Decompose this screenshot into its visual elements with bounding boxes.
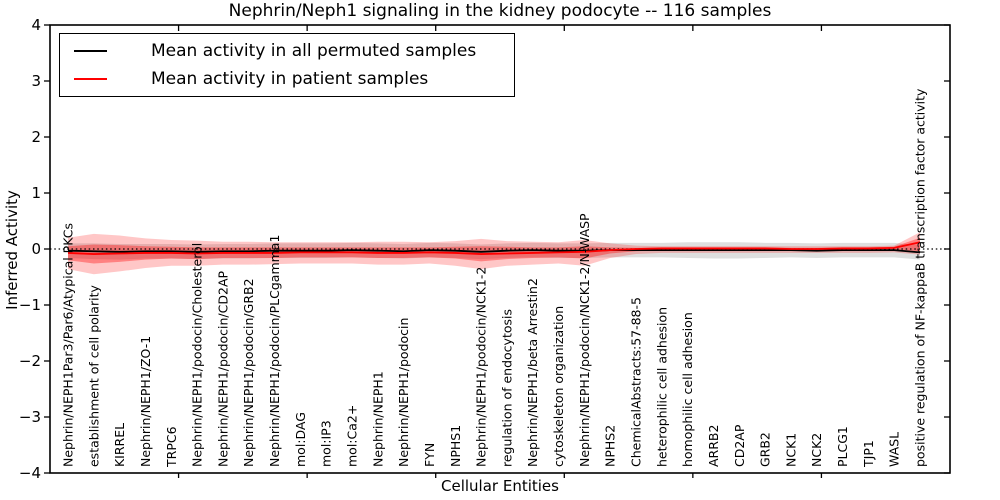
x-category-label: WASL bbox=[887, 432, 902, 467]
x-category-label: establishment of cell polarity bbox=[86, 285, 101, 467]
x-category-label: ChemicalAbstracts:57-88-5 bbox=[629, 297, 644, 467]
x-category-label: Nephrin/NEPH1/podocin/CD2AP bbox=[215, 271, 230, 467]
x-category-label: Nephrin/NEPH1/podocin bbox=[396, 318, 411, 467]
legend-item: Mean activity in all permuted samples bbox=[60, 40, 514, 62]
series-line-patient bbox=[67, 241, 921, 255]
legend-line-permuted-icon bbox=[74, 50, 107, 52]
y-tick-label: 2 bbox=[31, 128, 41, 146]
x-axis-label: Cellular Entities bbox=[441, 477, 559, 495]
x-category-label: PLCG1 bbox=[835, 426, 850, 467]
y-tick-label: −3 bbox=[19, 408, 41, 426]
x-category-label: FYN bbox=[422, 443, 437, 467]
legend: Mean activity in all permuted samples Me… bbox=[59, 33, 515, 97]
legend-line-patient-icon bbox=[74, 78, 107, 80]
x-category-label: Nephrin/NEPH1 bbox=[370, 371, 385, 467]
y-tick-label: 1 bbox=[31, 184, 41, 202]
x-category-label: mol:DAG bbox=[293, 412, 308, 467]
x-category-label: Nephrin/NEPH1/ZO-1 bbox=[138, 336, 153, 467]
legend-label-permuted: Mean activity in all permuted samples bbox=[151, 41, 477, 61]
x-category-label: KIRREL bbox=[112, 423, 127, 467]
x-category-label: Nephrin/NEPH1/podocin/GRB2 bbox=[241, 278, 256, 467]
y-tick-label: −1 bbox=[19, 296, 41, 314]
y-tick-label: −4 bbox=[19, 464, 41, 482]
x-category-label: positive regulation of NF-kappaB transcr… bbox=[913, 88, 928, 467]
x-category-label: CD2AP bbox=[732, 424, 747, 467]
x-category-label: Nephrin/NEPH1/podocin/NCK1-2 bbox=[474, 267, 489, 467]
x-category-label: homophilic cell adhesion bbox=[680, 312, 695, 467]
x-category-label: NCK1 bbox=[783, 433, 798, 467]
x-category-label: ARRB2 bbox=[706, 425, 721, 467]
chart-title: Nephrin/Neph1 signaling in the kidney po… bbox=[228, 1, 772, 21]
x-category-label: cytoskeleton organization bbox=[551, 306, 566, 467]
x-category-label: Nephrin/NEPH1Par3/Par6/Atypical PKCs bbox=[61, 223, 76, 467]
legend-item: Mean activity in patient samples bbox=[60, 68, 514, 90]
x-category-label: Nephrin/NEPH1/podocin/Cholesterol bbox=[190, 243, 205, 467]
x-category-label: regulation of endocytosis bbox=[499, 309, 514, 467]
x-category-label: NCK2 bbox=[809, 433, 824, 467]
y-tick-label: −2 bbox=[19, 352, 41, 370]
x-category-label: NPHS1 bbox=[448, 425, 463, 467]
x-category-label: heterophilic cell adhesion bbox=[654, 307, 669, 467]
series-line-permuted bbox=[67, 249, 921, 254]
y-tick-label: 0 bbox=[31, 240, 41, 258]
x-category-label: TJP1 bbox=[861, 440, 876, 468]
y-tick-label: 3 bbox=[31, 72, 41, 90]
x-category-label: Nephrin/NEPH1/podocin/PLCgamma1 bbox=[267, 235, 282, 467]
x-category-label: Nephrin/NEPH1/beta Arrestin2 bbox=[525, 278, 540, 467]
x-category-label: Nephrin/NEPH1/podocin/NCK1-2/N-WASP bbox=[577, 213, 592, 467]
x-category-label: GRB2 bbox=[758, 432, 773, 467]
x-category-label: TRPC6 bbox=[164, 426, 179, 468]
x-category-label: NPHS2 bbox=[603, 425, 618, 467]
y-tick-label: 4 bbox=[31, 16, 41, 34]
x-category-label: mol:IP3 bbox=[319, 420, 334, 467]
legend-label-patient: Mean activity in patient samples bbox=[151, 69, 429, 89]
x-category-label: mol:Ca2+ bbox=[345, 405, 360, 467]
